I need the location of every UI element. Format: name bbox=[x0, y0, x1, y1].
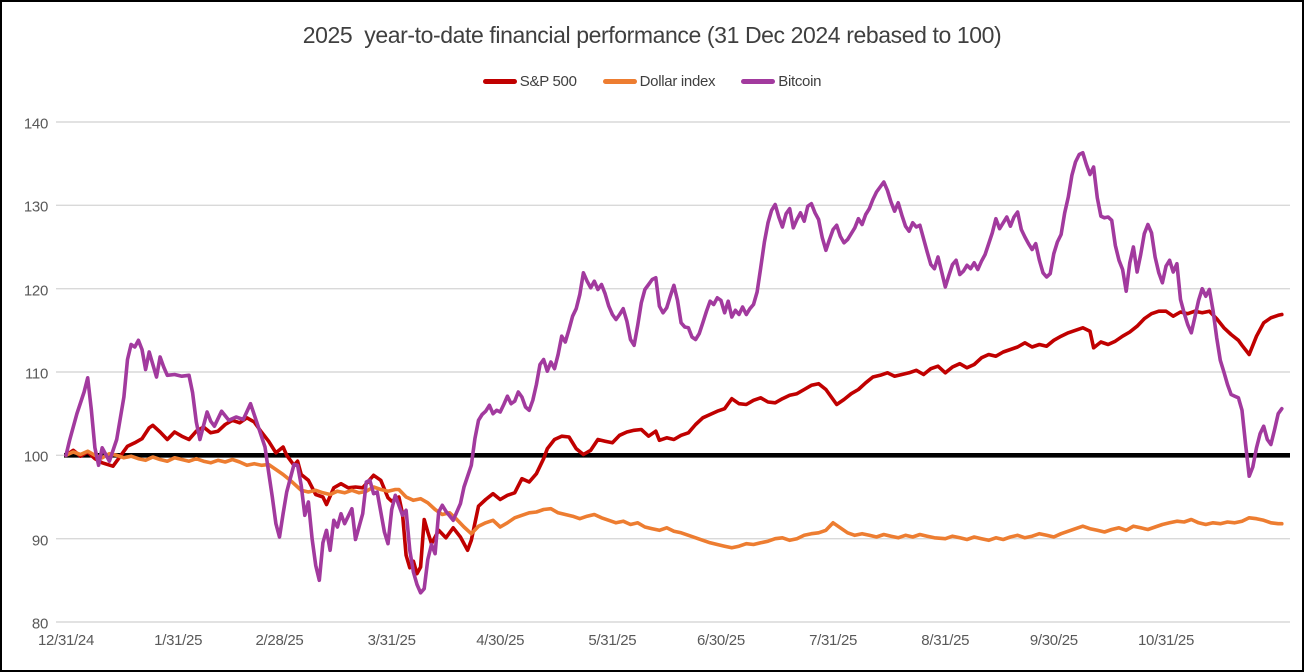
chart-title: 2025 year-to-date financial performance … bbox=[302, 22, 1002, 48]
y-tick-label-100: 100 bbox=[23, 448, 48, 466]
chart-legend: S&P 500 Dollar index Bitcoin bbox=[2, 73, 1302, 90]
y-tick-label-140: 140 bbox=[23, 115, 48, 133]
series-line-bitcoin bbox=[64, 151, 1284, 595]
x-tick-label-2-28-25: 2/28/25 bbox=[255, 632, 304, 649]
legend-label-dollar-index: Dollar index bbox=[639, 73, 716, 90]
series-line-s-p-500 bbox=[64, 309, 1284, 576]
y-tick-label-80: 80 bbox=[31, 615, 48, 633]
x-tick-label-10-31-25: 10/31/25 bbox=[1138, 632, 1194, 649]
legend-label-bitcoin: Bitcoin bbox=[778, 73, 822, 90]
legend-item-bitcoin: Bitcoin bbox=[741, 73, 821, 90]
y-tick-label-120: 120 bbox=[23, 282, 48, 300]
legend-item-sp500: S&P 500 bbox=[482, 73, 577, 90]
dollar-index-line-swatch-icon bbox=[602, 79, 637, 84]
x-tick-label-6-30-25: 6/30/25 bbox=[696, 632, 745, 649]
x-tick-label-3-31-25: 3/31/25 bbox=[367, 632, 416, 649]
sp500-line-swatch-icon bbox=[482, 79, 517, 84]
y-tick-label-110: 110 bbox=[24, 365, 48, 383]
x-tick-label-9-30-25: 9/30/25 bbox=[1029, 632, 1078, 649]
y-tick-label-130: 130 bbox=[23, 198, 48, 216]
x-tick-label-12-31-24: 12/31/24 bbox=[38, 632, 94, 649]
x-tick-label-7-31-25: 7/31/25 bbox=[809, 632, 858, 649]
x-tick-label-1-31-25: 1/31/25 bbox=[154, 632, 203, 649]
x-tick-label-5-31-25: 5/31/25 bbox=[588, 632, 637, 649]
series-line-dollar-index bbox=[64, 449, 1284, 550]
x-tick-label-8-31-25: 8/31/25 bbox=[921, 632, 970, 649]
legend-item-dollar-index: Dollar index bbox=[602, 73, 716, 90]
legend-label-sp500: S&P 500 bbox=[519, 73, 577, 90]
y-tick-label-90: 90 bbox=[31, 532, 48, 550]
bitcoin-line-swatch-icon bbox=[741, 79, 776, 84]
x-tick-label-4-30-25: 4/30/25 bbox=[476, 632, 525, 649]
